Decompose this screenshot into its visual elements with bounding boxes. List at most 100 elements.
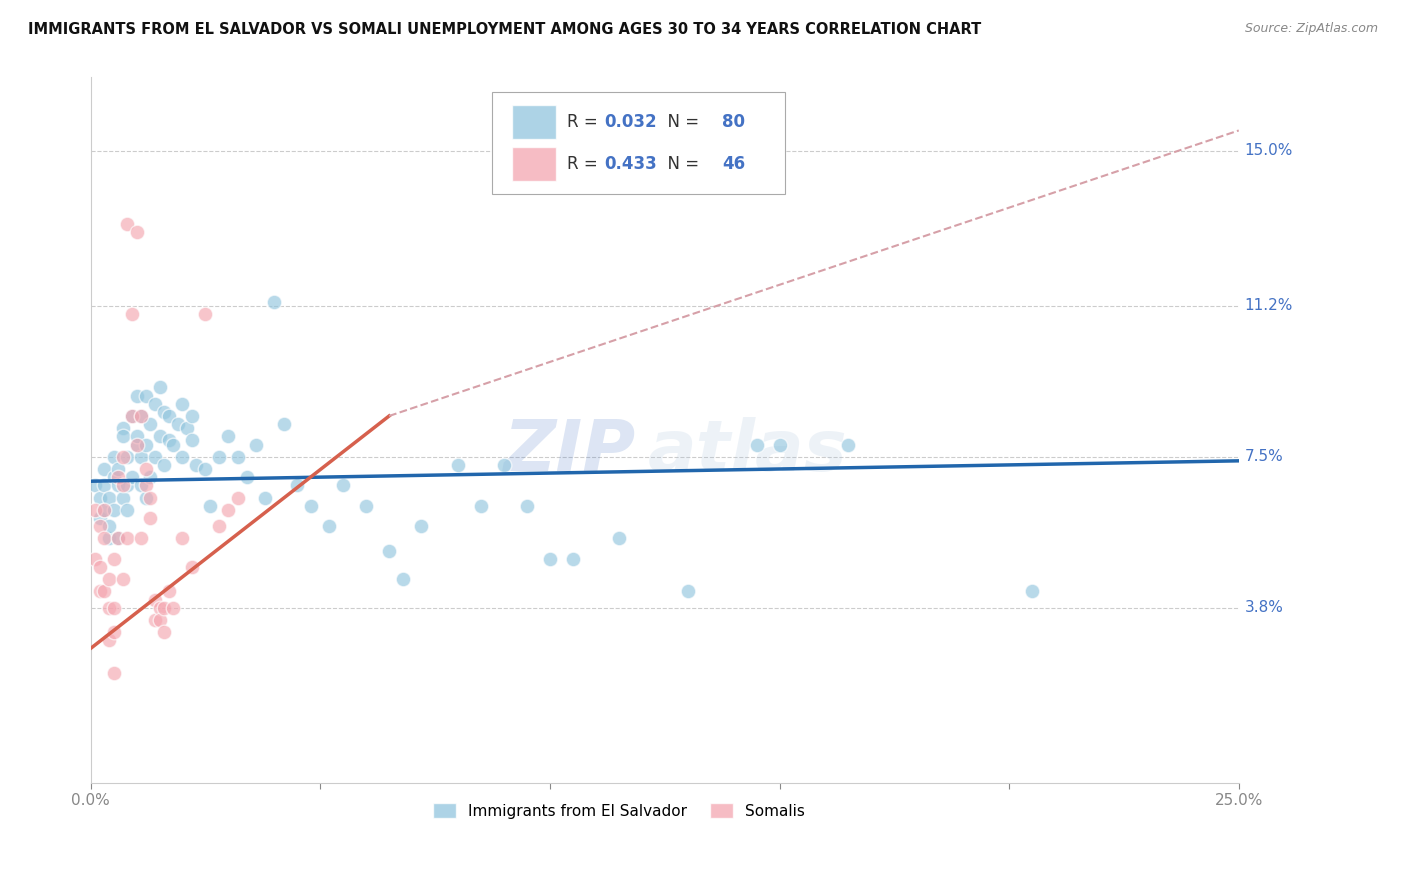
Point [285, 478, 308, 492]
Point [125, 226, 148, 240]
Point [89, 560, 111, 574]
Point [332, 478, 354, 492]
Point [768, 437, 790, 451]
Point [1021, 584, 1043, 599]
Point [157, 434, 180, 448]
Point [117, 450, 139, 464]
Point [516, 499, 538, 513]
Point [143, 592, 166, 607]
Point [217, 429, 239, 443]
Point [157, 409, 180, 423]
Point [129, 409, 152, 423]
Point [135, 491, 157, 505]
Point [111, 478, 134, 492]
Point [153, 405, 176, 419]
Point [172, 397, 194, 411]
Point [143, 450, 166, 464]
Point [121, 307, 143, 321]
Point [837, 437, 859, 451]
Point [98, 532, 121, 546]
Point [117, 502, 139, 516]
Point [198, 499, 221, 513]
Text: 3.8%: 3.8% [1244, 600, 1284, 615]
Point [98, 633, 121, 648]
Point [98, 572, 121, 586]
Point [117, 532, 139, 546]
Point [107, 462, 129, 476]
Point [194, 462, 217, 476]
Point [89, 519, 111, 533]
Point [103, 470, 125, 484]
Point [111, 572, 134, 586]
Point [172, 532, 194, 546]
Point [217, 502, 239, 516]
Point [538, 551, 561, 566]
Point [157, 584, 180, 599]
Point [180, 560, 202, 574]
Text: ZIP: ZIP [503, 417, 636, 486]
Text: N =: N = [657, 155, 704, 173]
Point [93, 584, 115, 599]
Text: R =: R = [567, 113, 603, 131]
Point [103, 551, 125, 566]
Point [148, 613, 170, 627]
Point [186, 458, 208, 472]
Point [135, 437, 157, 451]
Point [103, 665, 125, 680]
Point [111, 450, 134, 464]
Point [561, 551, 583, 566]
Point [93, 532, 115, 546]
Point [89, 511, 111, 525]
Point [93, 502, 115, 516]
Point [153, 600, 176, 615]
Point [107, 478, 129, 492]
Text: 7.5%: 7.5% [1244, 450, 1284, 464]
Point [607, 532, 630, 546]
Point [153, 458, 176, 472]
Point [121, 470, 143, 484]
Point [139, 470, 162, 484]
Point [245, 437, 267, 451]
Point [139, 491, 162, 505]
Text: 15.0%: 15.0% [1244, 144, 1294, 159]
Point [107, 532, 129, 546]
Point [135, 478, 157, 492]
Point [236, 470, 259, 484]
Point [89, 491, 111, 505]
Text: 80: 80 [723, 113, 745, 131]
Point [226, 491, 249, 505]
Point [111, 421, 134, 435]
Point [129, 532, 152, 546]
Point [98, 519, 121, 533]
Point [84, 478, 107, 492]
Point [180, 434, 202, 448]
Point [354, 499, 377, 513]
Point [299, 499, 322, 513]
Text: R =: R = [567, 155, 603, 173]
FancyBboxPatch shape [512, 147, 555, 181]
Point [103, 502, 125, 516]
Point [273, 417, 295, 431]
Point [411, 519, 433, 533]
Point [121, 409, 143, 423]
Point [194, 307, 217, 321]
Point [148, 429, 170, 443]
Point [135, 388, 157, 402]
Point [676, 584, 699, 599]
Point [139, 511, 162, 525]
Point [139, 417, 162, 431]
Point [129, 409, 152, 423]
Point [111, 491, 134, 505]
Point [98, 600, 121, 615]
Text: IMMIGRANTS FROM EL SALVADOR VS SOMALI UNEMPLOYMENT AMONG AGES 30 TO 34 YEARS COR: IMMIGRANTS FROM EL SALVADOR VS SOMALI UN… [28, 22, 981, 37]
Point [121, 409, 143, 423]
Point [84, 502, 107, 516]
Point [98, 491, 121, 505]
Point [162, 437, 184, 451]
Point [492, 458, 515, 472]
Text: 0.433: 0.433 [603, 155, 657, 173]
Point [226, 450, 249, 464]
Point [89, 584, 111, 599]
Point [125, 437, 148, 451]
Point [84, 551, 107, 566]
